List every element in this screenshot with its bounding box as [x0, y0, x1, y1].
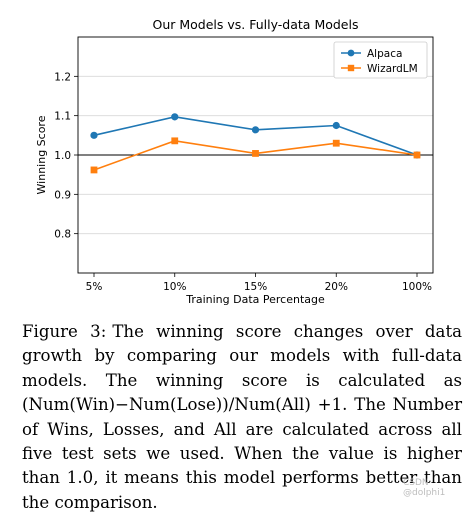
y-tick-label-1: 0.9	[54, 189, 71, 201]
x-tick-label-2: 15%	[244, 281, 267, 293]
caption-label: Figure 3:	[22, 322, 107, 341]
line-chart: Our Models vs. Fully-data Models 0.8 0.9 1.…	[35, 17, 434, 306]
x-tick-label-3: 20%	[325, 281, 348, 293]
figure-caption: Figure 3: The winning score changes over …	[22, 320, 462, 515]
x-tick-label-4: 100%	[402, 281, 432, 293]
point-alpaca-0	[90, 131, 98, 139]
point-wizardlm-4	[413, 151, 421, 159]
point-wizardlm-2	[252, 150, 259, 157]
watermark: CSDN @dolphi1	[403, 478, 446, 498]
point-alpaca-3	[332, 121, 340, 130]
point-wizardlm-3	[332, 139, 340, 147]
legend-box	[333, 41, 428, 79]
x-axis-label: Training Data Percentage	[185, 293, 325, 306]
x-tick-label-1: 10%	[163, 281, 186, 293]
x-tick-label-0: 5%	[86, 281, 103, 293]
y-tick-label-0: 0.8	[54, 229, 71, 241]
legend-marker-wizardlm	[347, 64, 355, 72]
chart-figure: Our Models vs. Fully-data Models 0.8 0.9 1.…	[35, 17, 434, 306]
chart-title: Our Models vs. Fully-data Models	[153, 17, 359, 32]
legend-label-wizardlm: WizardLM	[367, 63, 418, 75]
legend-label-alpaca: Alpaca	[367, 48, 402, 60]
caption-text: The winning score changes over data grow…	[22, 322, 463, 512]
series-line-alpaca	[93, 116, 418, 156]
y-tick-label-3: 1.1	[54, 111, 71, 123]
point-wizardlm-1	[171, 137, 179, 145]
point-alpaca-1	[171, 113, 179, 121]
point-alpaca-2	[251, 126, 260, 134]
y-tick-label-2: 1.0	[54, 150, 71, 162]
legend-marker-alpaca	[347, 49, 355, 57]
point-wizardlm-0	[90, 166, 98, 174]
y-axis-label: Winning Score	[35, 115, 48, 194]
y-tick-label-4: 1.2	[54, 71, 71, 83]
